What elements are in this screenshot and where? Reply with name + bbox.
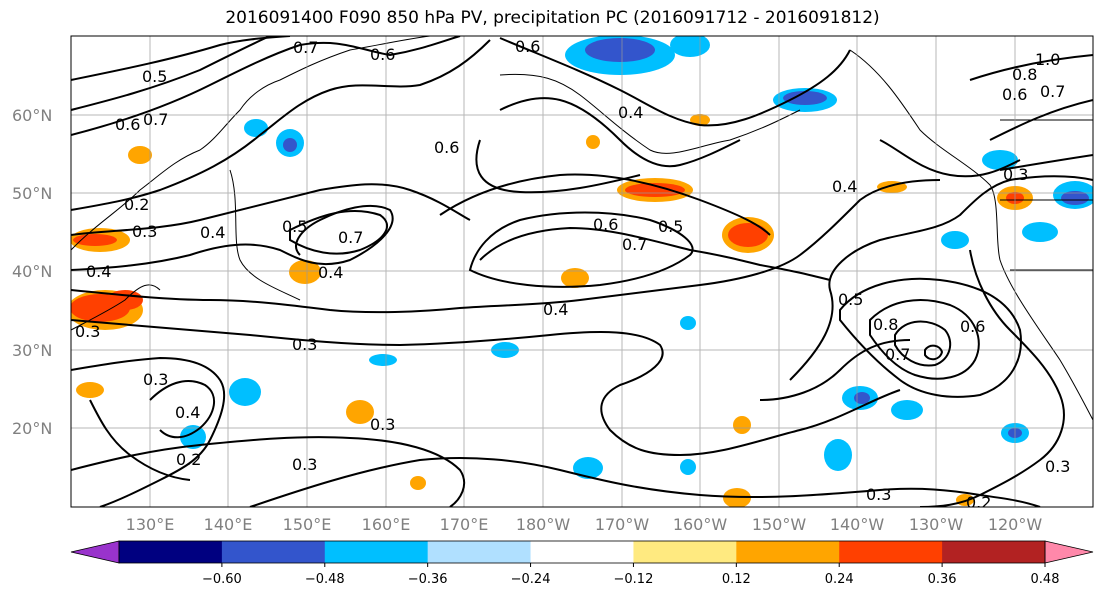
precip-shading — [71, 36, 1093, 507]
contour-label: 0.3 — [370, 415, 395, 434]
colorbar-segment — [839, 541, 943, 563]
colorbar-segment — [324, 541, 429, 563]
contour-label: 0.8 — [873, 315, 898, 334]
colorbar-segment — [221, 541, 326, 563]
map-area: 0.7 0.6 0.5 0.6 0.7 0.6 0.6 0.4 0.2 0.3 … — [71, 36, 1093, 512]
colorbar-tick-label: 0.36 — [928, 572, 957, 587]
contour-label: 0.4 — [86, 262, 111, 281]
lat-label: 50°N — [12, 184, 52, 203]
lat-label: 60°N — [12, 106, 52, 125]
contour-label: 0.6 — [593, 215, 618, 234]
map-title: 2016091400 F090 850 hPa PV, precipitatio… — [225, 8, 880, 28]
contour-label: 0.6 — [115, 115, 140, 134]
lon-label: 140°E — [204, 515, 253, 534]
colorbar-tick-label: −0.12 — [614, 572, 654, 587]
contour-label: 0.3 — [143, 370, 168, 389]
lon-label: 150°E — [283, 515, 332, 534]
lon-label: 130°W — [909, 515, 964, 534]
latitude-labels: 60°N 50°N 40°N 30°N 20°N — [12, 106, 52, 438]
contour-label: 0.7 — [143, 110, 168, 129]
contour-label: 0.2 — [966, 493, 991, 512]
contour-label: 0.6 — [1002, 85, 1027, 104]
lat-label: 30°N — [12, 341, 52, 360]
colorbar: −0.60 −0.48 −0.36 −0.24 −0.12 0.12 0.24 0.36 0.4… — [70, 540, 1094, 587]
contour-label: 0.7 — [885, 345, 910, 364]
lon-label: 160°W — [673, 515, 728, 534]
colorbar-extend-low — [70, 540, 120, 564]
colorbar-tick-label: −0.60 — [202, 572, 242, 587]
coastlines — [71, 36, 1093, 421]
colorbar-segment — [119, 541, 223, 563]
contour-label: 0.3 — [1003, 165, 1028, 184]
contour-label: 0.3 — [1045, 457, 1070, 476]
contour-label: 0.4 — [543, 300, 568, 319]
contour-label: 0.8 — [1012, 65, 1037, 84]
contour-label: 0.7 — [293, 38, 318, 57]
contour-label: 0.3 — [75, 322, 100, 341]
colorbar-segment — [530, 541, 634, 563]
colorbar-segment — [942, 541, 1046, 563]
contour-label: 0.4 — [175, 403, 200, 422]
map-frame — [70, 35, 1094, 508]
colorbar-segment — [427, 541, 532, 563]
contour-label: 0.3 — [292, 455, 317, 474]
colorbar-tick-label: −0.48 — [305, 572, 345, 587]
contour-label: 0.6 — [515, 37, 540, 56]
contour-label: 0.7 — [622, 235, 647, 254]
contour-label: 0.7 — [1040, 82, 1065, 101]
contour-label: 0.2 — [176, 450, 201, 469]
contour-label: 0.6 — [434, 138, 459, 157]
contour-label: 0.4 — [618, 103, 643, 122]
contour-label: 0.6 — [370, 45, 395, 64]
colorbar-segment — [736, 541, 840, 563]
lon-label: 150°W — [752, 515, 807, 534]
contour-label: 0.5 — [838, 290, 863, 309]
lat-label: 20°N — [12, 419, 52, 438]
contour-label: 0.3 — [292, 335, 317, 354]
lon-label: 170°E — [440, 515, 489, 534]
contour-label: 0.6 — [960, 317, 985, 336]
contour-labels: 0.7 0.6 0.5 0.6 0.7 0.6 0.6 0.4 0.2 0.3 … — [75, 37, 1070, 512]
lon-label: 160°E — [362, 515, 411, 534]
colorbar-frame — [118, 540, 1046, 564]
contour-label: 0.4 — [200, 223, 225, 242]
colorbar-tick-label: −0.24 — [511, 572, 551, 587]
lon-label: 130°E — [126, 515, 175, 534]
colorbar-tick-label: 0.24 — [825, 572, 854, 587]
colorbar-tick-label: 0.48 — [1031, 572, 1060, 587]
lon-label: 180°W — [516, 515, 571, 534]
contour-label: 0.3 — [132, 222, 157, 241]
colorbar-tick-label: −0.36 — [408, 572, 448, 587]
contour-label: 0.4 — [318, 263, 343, 282]
lon-label: 120°W — [988, 515, 1043, 534]
colorbar-tick-label: 0.12 — [722, 572, 751, 587]
lon-label: 140°W — [830, 515, 885, 534]
lon-label: 170°W — [595, 515, 650, 534]
contour-label: 0.5 — [282, 217, 307, 236]
pv-contours — [71, 36, 1093, 507]
longitude-labels: 130°E 140°E 150°E 160°E 170°E 180°W 170°… — [126, 515, 1043, 534]
contour-label: 1.0 — [1035, 50, 1060, 69]
contour-label: 0.7 — [338, 228, 363, 247]
contour-label: 0.4 — [832, 177, 857, 196]
colorbar-extend-high — [1044, 540, 1094, 564]
lat-label: 40°N — [12, 262, 52, 281]
contour-label: 0.5 — [658, 217, 683, 236]
graticule — [71, 36, 1093, 507]
contour-label: 0.2 — [124, 195, 149, 214]
contour-label: 0.3 — [866, 485, 891, 504]
colorbar-segment — [633, 541, 737, 563]
contour-label: 0.5 — [142, 67, 167, 86]
